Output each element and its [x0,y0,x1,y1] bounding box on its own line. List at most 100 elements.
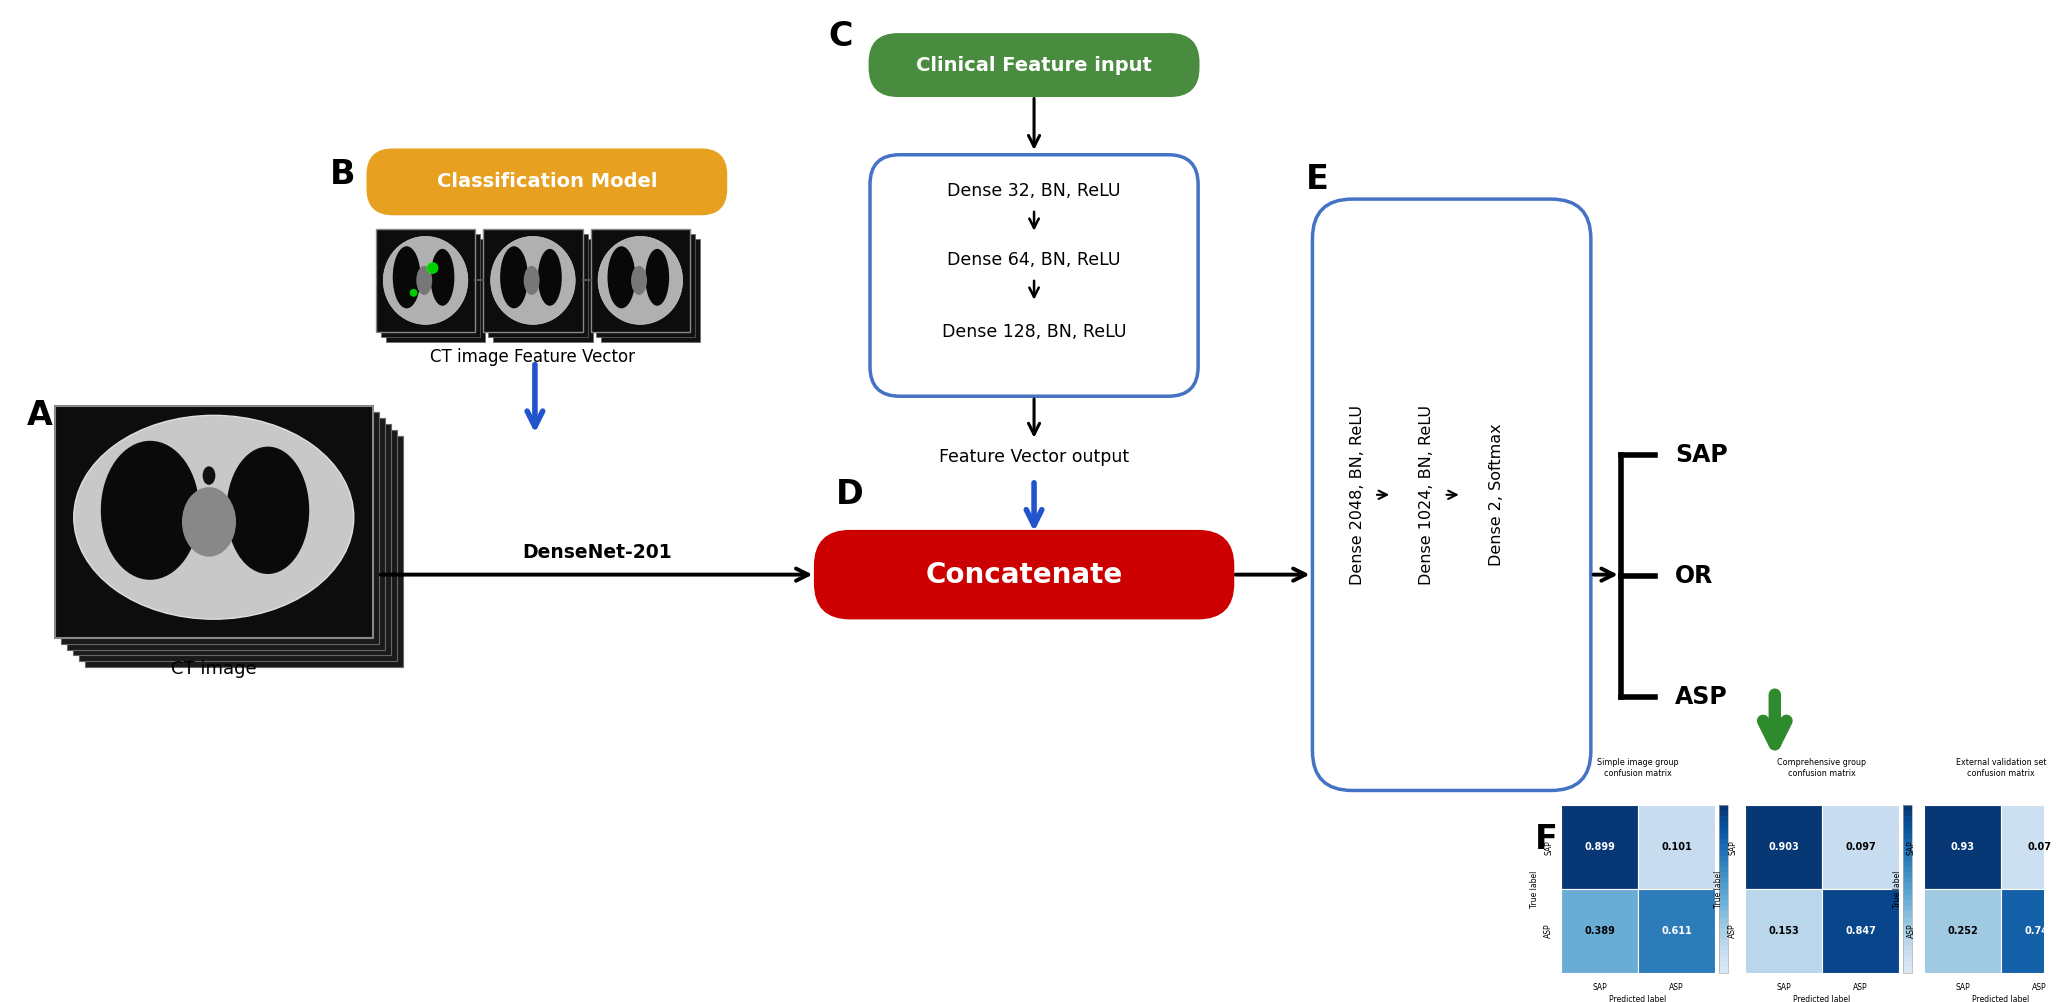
Ellipse shape [393,246,421,309]
Ellipse shape [204,466,216,485]
Bar [1904,845,1912,850]
Bar [1719,861,1727,867]
Bar [1719,917,1727,923]
Bar [1719,839,1727,845]
Bar [1719,878,1727,884]
Text: A: A [27,400,53,433]
Text: F: F [1534,824,1558,857]
Text: True label: True label [1894,871,1902,908]
Text: C: C [829,20,853,53]
Bar [380,233,481,337]
Text: ASP: ASP [1908,924,1916,938]
Text: Dense 128, BN, ReLU: Dense 128, BN, ReLU [942,324,1127,341]
Text: Predicted label: Predicted label [1793,995,1850,1002]
Text: Dense 64, BN, ReLU: Dense 64, BN, ReLU [948,252,1121,270]
Bar [493,238,592,342]
Bar [1904,951,1912,956]
Ellipse shape [524,266,539,295]
Bar [1904,939,1912,945]
Text: 0.097: 0.097 [1844,842,1875,852]
Text: ASP: ASP [1669,983,1684,992]
Text: Feature Vector output: Feature Vector output [940,448,1129,466]
Text: OR: OR [1676,563,1713,587]
Bar [1719,906,1727,912]
Text: E: E [1306,163,1328,195]
Bar [1904,806,1912,811]
Bar [1719,939,1727,945]
Ellipse shape [181,487,236,557]
Bar [1719,900,1727,906]
Text: Dense 2048, BN, ReLU: Dense 2048, BN, ReLU [1349,405,1365,585]
Bar [1904,850,1912,856]
Bar [1822,806,1900,889]
Bar [1904,912,1912,917]
Text: 0.252: 0.252 [1947,926,1978,936]
Bar [1719,923,1727,928]
FancyBboxPatch shape [816,531,1234,618]
Bar [1904,811,1912,817]
Bar [2000,806,2056,889]
Ellipse shape [430,248,454,306]
Text: Predicted label: Predicted label [1610,995,1667,1002]
Text: True label: True label [1715,871,1723,908]
Bar [1719,845,1727,850]
Bar [1904,945,1912,951]
Bar [1639,806,1715,889]
Bar [1904,834,1912,839]
Bar [84,436,403,667]
Bar [1822,889,1900,973]
Text: SAP: SAP [1908,840,1916,855]
Bar [1904,856,1912,861]
Bar [1904,928,1912,934]
Ellipse shape [491,236,576,325]
Bar [1904,906,1912,912]
Ellipse shape [598,236,683,325]
Bar [387,238,485,342]
Bar [1719,884,1727,889]
Bar [78,430,397,661]
Bar [1904,956,1912,962]
Bar [1719,967,1727,973]
Text: D: D [837,478,864,511]
Bar [1639,889,1715,973]
Bar [1719,912,1727,917]
Bar [487,233,588,337]
Bar [1719,806,1727,811]
Text: 0.07: 0.07 [2027,842,2052,852]
Text: DenseNet-201: DenseNet-201 [522,543,672,562]
Bar [1924,806,2000,889]
Text: ASP: ASP [1544,924,1552,938]
Bar [1904,861,1912,867]
Bar [1719,856,1727,861]
Bar [1719,889,1727,895]
Bar [1719,945,1727,951]
Text: SAP: SAP [1544,840,1552,855]
Bar [1719,956,1727,962]
Bar [60,412,378,643]
Bar [376,228,475,332]
Bar [1904,817,1912,822]
Bar [1719,873,1727,878]
Bar [1719,850,1727,856]
Text: 0.611: 0.611 [1661,926,1692,936]
Bar [1904,873,1912,878]
Bar [1719,934,1727,939]
Bar [1561,889,1639,973]
Text: Dense 1024, BN, ReLU: Dense 1024, BN, ReLU [1419,405,1435,585]
Bar [1904,878,1912,884]
Bar [72,424,391,655]
Text: Predicted label: Predicted label [1972,995,2029,1002]
Bar [1904,839,1912,845]
Bar [1719,867,1727,873]
Text: ASP: ASP [1676,684,1729,708]
Ellipse shape [415,266,432,295]
Ellipse shape [646,248,668,306]
Text: True label: True label [1530,871,1540,908]
Text: 0.153: 0.153 [1768,926,1799,936]
Bar [1719,822,1727,828]
Text: SAP: SAP [1591,983,1608,992]
Bar [1561,806,1639,889]
Text: SAP: SAP [1727,840,1737,855]
Bar [590,228,691,332]
Bar [1904,895,1912,900]
